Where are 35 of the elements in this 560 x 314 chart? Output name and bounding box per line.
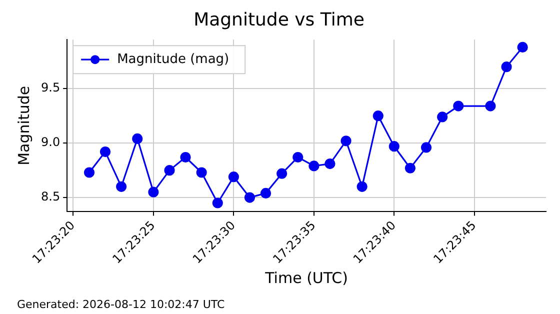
point [180, 152, 191, 163]
point [148, 186, 159, 198]
point [292, 152, 304, 163]
point [308, 160, 320, 172]
point [196, 167, 207, 178]
point [164, 165, 175, 176]
point [260, 188, 272, 198]
point [420, 142, 432, 153]
point [100, 146, 111, 158]
point [116, 181, 127, 192]
point [501, 62, 512, 72]
legend-label: Magnitude (mag) [117, 52, 230, 67]
point [517, 42, 528, 53]
chart-title: Magnitude vs Time [194, 9, 364, 30]
point [404, 162, 416, 174]
point [340, 136, 352, 146]
point [485, 100, 496, 112]
point [356, 181, 368, 192]
point [244, 192, 256, 203]
x-axis-title: Time (UTC) [264, 268, 348, 287]
y-axis-title: Magnitude [14, 86, 33, 166]
y-tick-label: 9.0 [40, 135, 60, 150]
point [84, 167, 95, 178]
point [453, 100, 464, 112]
y-tick-label: 8.5 [40, 190, 60, 204]
point [388, 141, 400, 152]
point [212, 198, 223, 208]
point [228, 172, 240, 182]
point [324, 158, 336, 170]
text: Generated: 2026-08-12 10:02:47 UTC [17, 298, 225, 311]
point [276, 168, 288, 179]
point [437, 112, 448, 122]
point [372, 110, 384, 122]
point [132, 133, 143, 144]
y-tick-label: 9.5 [40, 80, 60, 95]
